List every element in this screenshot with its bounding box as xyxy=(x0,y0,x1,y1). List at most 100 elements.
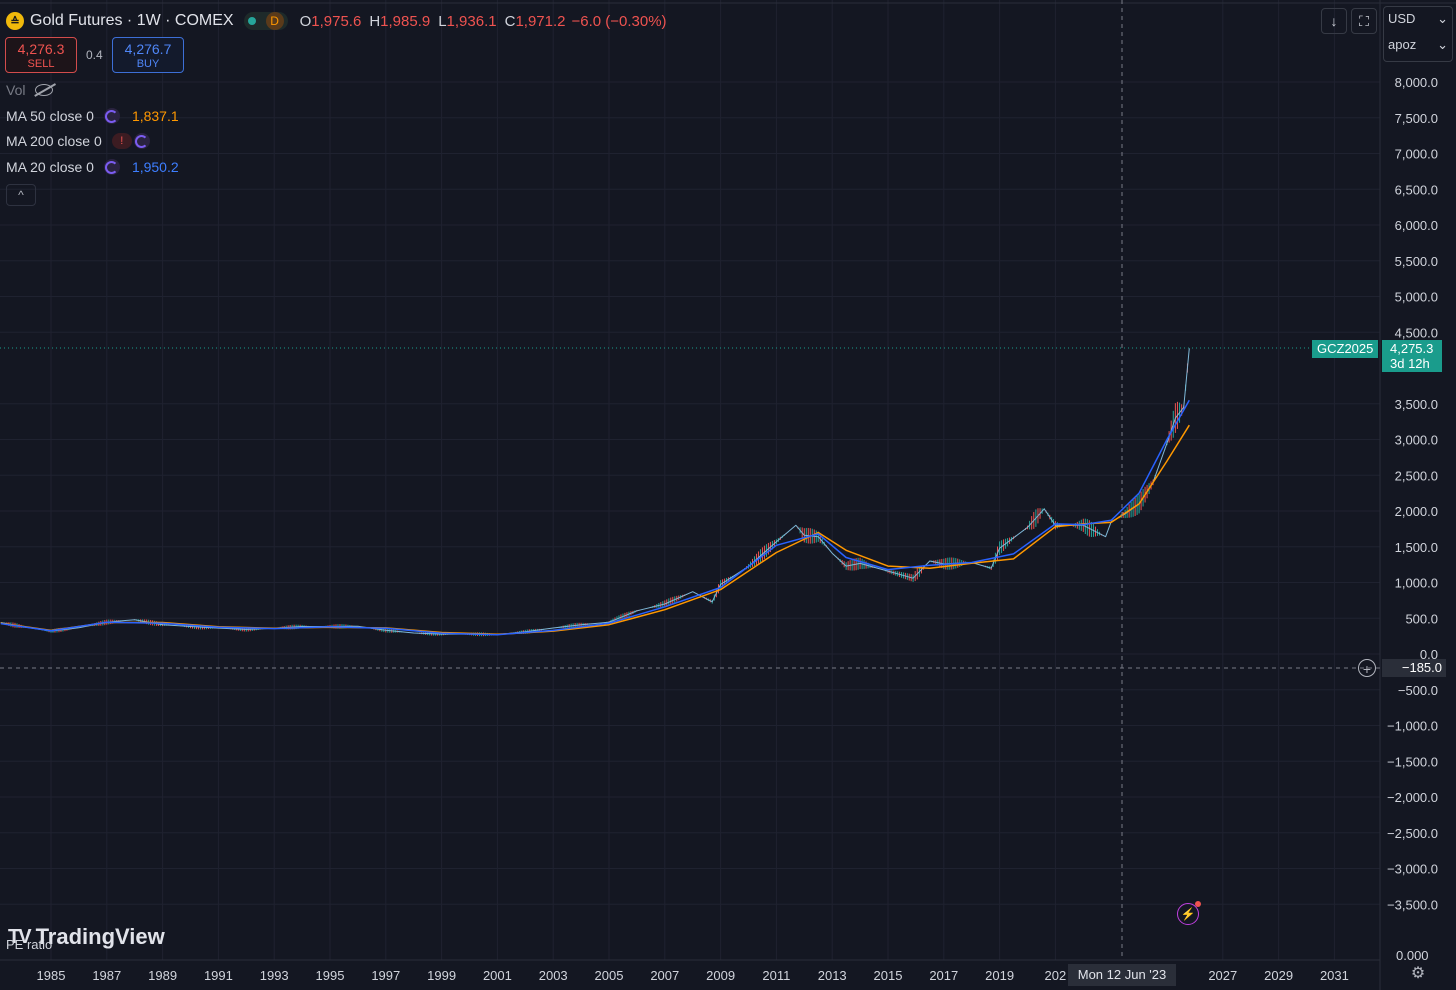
loading-cycle-icon xyxy=(133,133,150,149)
low-label: L xyxy=(438,12,447,30)
y-tick-label: 5,000.0 xyxy=(1395,290,1438,305)
gear-icon[interactable]: ⚙ xyxy=(1410,965,1426,982)
ma50-label: MA 50 close 0 xyxy=(6,108,94,124)
hidden-eye-icon[interactable] xyxy=(35,84,54,96)
y-tick-label: −1,500.0 xyxy=(1387,754,1438,769)
crosshair-date-label: Mon 12 Jun '23 xyxy=(1068,964,1176,986)
x-tick-label: 2015 xyxy=(874,968,903,983)
y-tick-label: −500.0 xyxy=(1398,683,1438,698)
symbol-title[interactable]: Gold Futures · 1W · COMEX xyxy=(30,12,234,29)
collapse-legend-button[interactable]: ^ xyxy=(6,184,36,206)
unit-select[interactable]: apoz ⌄ xyxy=(1384,37,1452,53)
close-value: 1,971.2 xyxy=(515,12,566,30)
download-icon[interactable]: ↓ xyxy=(1321,8,1347,34)
price-axis: 8,000.0 7,500.0 7,000.0 6,500.0 6,000.0 5,500… xyxy=(1387,75,1438,912)
error-icon[interactable]: ! xyxy=(111,133,132,149)
currency-value: USD xyxy=(1388,11,1416,26)
tradingview-logo[interactable]: TV TradingView xyxy=(8,924,165,950)
sell-button[interactable]: 4,276.3 SELL xyxy=(5,37,77,73)
last-price-label: 4,275.3 3d 12h xyxy=(1382,340,1442,372)
x-tick-label: 2027 xyxy=(1208,968,1237,983)
x-tick-label: 1993 xyxy=(260,968,289,983)
x-tick-label: 2005 xyxy=(595,968,624,983)
ma20-label: MA 20 close 0 xyxy=(6,159,94,175)
y-tick-label: 4,500.0 xyxy=(1395,325,1438,340)
fullscreen-icon[interactable]: ⛶ xyxy=(1351,8,1377,34)
y-tick-label: 3,500.0 xyxy=(1395,397,1438,412)
ma50-indicator[interactable]: MA 50 close 0 1,837.1 xyxy=(6,108,179,124)
x-tick-label: 202 xyxy=(1045,968,1067,983)
x-tick-label: 2007 xyxy=(650,968,679,983)
ma20-indicator[interactable]: MA 20 close 0 1,950.2 xyxy=(6,159,179,175)
buy-price: 4,276.7 xyxy=(124,41,172,57)
y-tick-label: 8,000.0 xyxy=(1395,75,1438,90)
x-tick-label: 1989 xyxy=(148,968,177,983)
chevron-down-icon: ⌄ xyxy=(1437,37,1448,52)
change-value: −6.0 (−0.30%) xyxy=(571,12,667,30)
market-open-dot-icon xyxy=(247,17,256,25)
series-layer xyxy=(0,348,1190,637)
lightning-alert-icon[interactable]: ⚡ xyxy=(1177,901,1201,925)
ma50-value: 1,837.1 xyxy=(131,108,179,124)
spread-value: 0.4 xyxy=(86,48,103,62)
x-tick-label: 1995 xyxy=(316,968,345,983)
y-tick-label: 6,500.0 xyxy=(1395,182,1438,197)
loading-cycle-icon xyxy=(103,159,120,175)
delayed-badge[interactable]: D xyxy=(265,12,284,30)
x-tick-label: 2011 xyxy=(762,968,790,983)
market-status[interactable]: D xyxy=(243,12,288,30)
buy-button[interactable]: 4,276.7 BUY xyxy=(112,37,184,73)
low-value: 1,936.1 xyxy=(446,12,497,30)
chevron-down-icon: ⌄ xyxy=(1437,11,1448,26)
y-tick-label: 5,500.0 xyxy=(1395,254,1438,269)
sell-price: 4,276.3 xyxy=(17,41,65,57)
x-tick-label: 2013 xyxy=(818,968,847,983)
time-axis: 1985 1987 1989 1991 1993 1995 1997 1999 2001 2003… xyxy=(0,959,1380,983)
y-tick-label: 500.0 xyxy=(1405,611,1438,626)
volume-label: Vol xyxy=(6,82,26,98)
ma50-line xyxy=(0,424,1190,636)
y-tick-label: 2,000.0 xyxy=(1395,504,1438,519)
y-tick-label: 1,000.0 xyxy=(1395,576,1438,591)
y-tick-label: 7,000.0 xyxy=(1395,147,1438,162)
currency-unit-selector[interactable]: USD ⌄ apoz ⌄ xyxy=(1383,6,1453,62)
high-label: H xyxy=(369,12,381,30)
brand-name: TradingView xyxy=(35,924,165,949)
y-tick-label: 0.0 xyxy=(1420,647,1438,662)
open-value: 1,975.6 xyxy=(311,12,362,30)
x-tick-label: 1987 xyxy=(92,968,121,983)
add-alert-plus-icon[interactable]: + xyxy=(1358,659,1376,677)
x-tick-label: 2029 xyxy=(1264,968,1293,983)
ma20-value: 1,950.2 xyxy=(131,159,179,175)
y-tick-label: 3,000.0 xyxy=(1395,433,1438,448)
x-tick-label: 1991 xyxy=(204,968,233,983)
ma20-line xyxy=(0,399,1190,636)
x-tick-label: 2003 xyxy=(539,968,568,983)
x-tick-label: 2001 xyxy=(483,968,512,983)
y-tick-label: 7,500.0 xyxy=(1395,111,1438,126)
last-price-value: 4,275.3 xyxy=(1390,341,1434,356)
tv-logo-icon: TV xyxy=(8,925,32,948)
x-tick-label: 2009 xyxy=(706,968,735,983)
y-tick-label: 6,000.0 xyxy=(1395,218,1438,233)
unit-value: apoz xyxy=(1388,37,1417,52)
y-tick-label: −2,000.0 xyxy=(1387,790,1438,805)
symbol-header[interactable]: ≙ Gold Futures · 1W · COMEX D O 1,975.6 … xyxy=(6,10,667,32)
currency-select[interactable]: USD ⌄ xyxy=(1384,7,1452,27)
pe-ratio-label[interactable]: PE ratio xyxy=(6,937,53,952)
ma200-indicator[interactable]: MA 200 close 0 ! xyxy=(6,133,162,149)
grid-lines xyxy=(0,0,1380,960)
sell-label: SELL xyxy=(27,58,55,70)
open-label: O xyxy=(299,12,312,30)
x-tick-label: 2031 xyxy=(1320,968,1349,983)
x-tick-label: 2017 xyxy=(929,968,958,983)
buy-label: BUY xyxy=(136,58,160,70)
volume-indicator[interactable]: Vol xyxy=(6,82,54,98)
y-tick-label: 2,500.0 xyxy=(1395,468,1438,483)
y-tick-label: −2,500.0 xyxy=(1387,826,1438,841)
x-tick-label: 2019 xyxy=(985,968,1014,983)
ma200-label: MA 200 close 0 xyxy=(6,133,102,149)
y-tick-label: −1,000.0 xyxy=(1387,719,1438,734)
price-series-line xyxy=(0,348,1190,636)
